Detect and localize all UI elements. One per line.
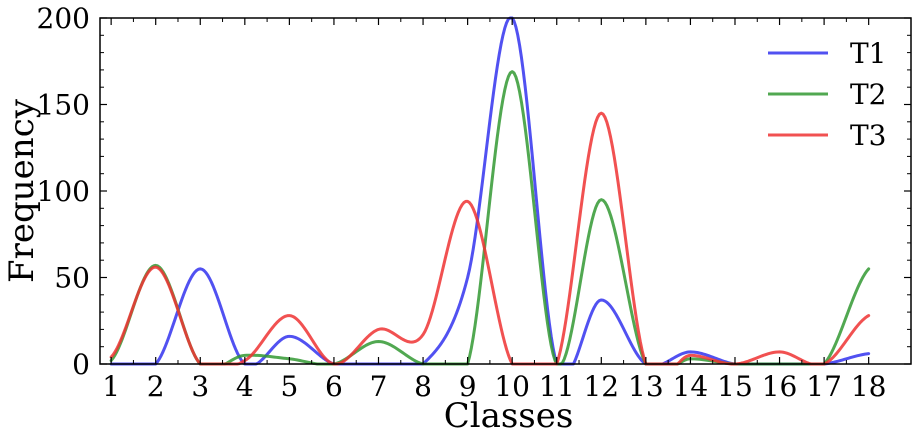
- legend-label-t3: T3: [850, 119, 887, 152]
- x-tick-label: 10: [494, 370, 530, 403]
- x-axis-title: Classes: [444, 396, 574, 436]
- x-tick-label: 6: [325, 370, 343, 403]
- x-tick-label: 4: [236, 370, 254, 403]
- x-tick-label: 15: [717, 370, 753, 403]
- x-tick-label: 16: [762, 370, 798, 403]
- legend-label-t1: T1: [850, 37, 887, 70]
- x-tick-label: 3: [191, 370, 209, 403]
- x-tick-label: 1: [102, 370, 120, 403]
- x-tick-label: 12: [583, 370, 619, 403]
- x-tick-label: 5: [280, 370, 298, 403]
- y-tick-label: 150: [37, 89, 90, 122]
- x-tick-label: 7: [370, 370, 388, 403]
- y-tick-label: 50: [54, 262, 90, 295]
- y-axis-title: Frequency: [2, 98, 42, 283]
- series-layer: [109, 16, 871, 366]
- y-tick-label: 0: [72, 348, 90, 381]
- x-tick-label: 2: [147, 370, 165, 403]
- x-tick-label: 11: [539, 370, 575, 403]
- y-axis: 0 50 100 150 200: [37, 2, 911, 381]
- x-axis: 1 2 3 4 5 6 7 8 9 10 11 12 13 14 15 16 17 18: [102, 18, 886, 403]
- legend-label-t2: T2: [850, 78, 887, 111]
- x-tick-label: 17: [806, 370, 842, 403]
- legend: T1 T2 T3: [768, 37, 887, 152]
- x-tick-label: 8: [414, 370, 432, 403]
- x-tick-label: 13: [628, 370, 664, 403]
- x-tick-label: 18: [851, 370, 887, 403]
- x-tick-label: 14: [673, 370, 709, 403]
- y-tick-label: 200: [37, 2, 90, 35]
- series-line-t3: [109, 111, 871, 366]
- y-tick-label: 100: [37, 175, 90, 208]
- x-tick-label: 9: [459, 370, 477, 403]
